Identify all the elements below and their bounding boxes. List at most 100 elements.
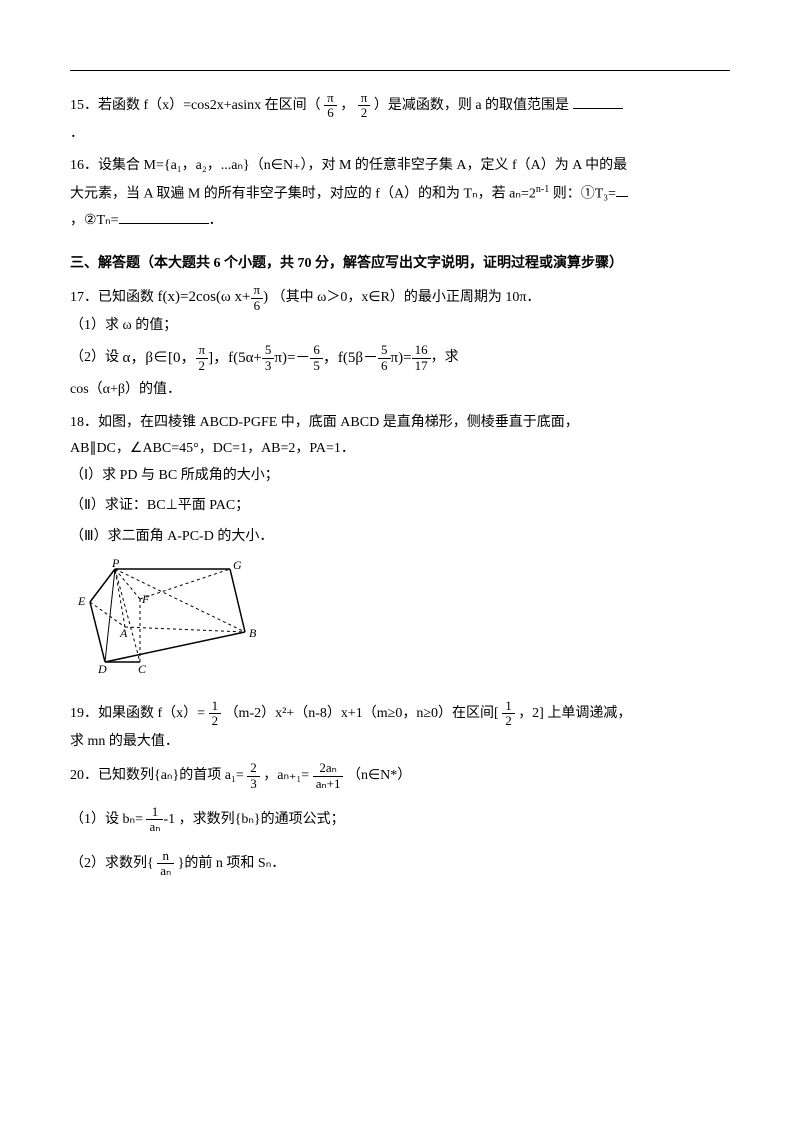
q17-l3b: ]，f(5α+ [208, 344, 262, 373]
q18-l4: （Ⅱ）求证：BC⊥平面 PAC； [70, 493, 730, 520]
frac-num: π [358, 91, 371, 105]
frac-num: 2 [247, 761, 260, 775]
frac-den: aₙ [157, 863, 174, 878]
q17-part2: （2）设 α，β∈[0，π2]，f(5α+53π)=－65，f(5β－56π)=… [70, 343, 730, 373]
frac-12: 12 [209, 699, 222, 729]
q17-part1: （1）求 ω 的值； [70, 313, 730, 340]
q16-l3a: ，②Tₙ= [70, 213, 119, 228]
frac-den: 6 [378, 358, 391, 373]
frac-num: π [251, 283, 264, 297]
func-end: ) [263, 289, 268, 305]
q17-line4: cos（α+β）的值． [70, 377, 730, 404]
label-F: F [141, 592, 150, 606]
frac-23: 23 [247, 761, 260, 791]
q20-s2b: }的前 n 项和 Sₙ． [178, 856, 286, 871]
blank [616, 182, 628, 197]
q15-text-b: ）是减函数，则 a 的取值范围是 [374, 98, 569, 113]
q17-l1b: （其中 ω＞0，x∈R）的最小正周期为 10π． [272, 290, 541, 305]
q17-line1: 17．已知函数 f(x)=2cos(ω x+π6) （其中 ω＞0，x∈R）的最… [70, 283, 730, 313]
frac-num: 5 [378, 343, 391, 357]
q17-l3c: π)=－ [274, 344, 310, 373]
frac-num: 6 [310, 343, 323, 357]
prism-svg: P G E F A B D C [70, 557, 260, 677]
blank [119, 209, 209, 224]
label-B: B [249, 626, 257, 640]
q19-c: ，2] 上单调递减， [518, 706, 631, 721]
q16-line2: 大元素，当 A 取遍 M 的所有非空子集时，对应的 f（A）的和为 Tₙ，若 a… [70, 180, 730, 208]
frac-den: 3 [262, 358, 275, 373]
frac-2an: 2aₙaₙ+1 [313, 761, 344, 791]
frac-num: 1 [146, 805, 163, 819]
q15-frac2: π 2 [358, 91, 371, 121]
frac-den: 6 [251, 298, 264, 313]
q19-line1: 19．如果函数 f（x）= 12 （m-2）x²+（n-8）x+1（m≥0，n≥… [70, 699, 730, 729]
q16-line1: 16．设集合 M={a₁，a₂，...aₙ}（n∈N₊），对 M 的任意非空子集… [70, 153, 730, 180]
q17-l3f: ，求 [431, 350, 459, 365]
frac-1an: 1aₙ [146, 805, 163, 835]
frac-num: 16 [412, 343, 431, 357]
frac-num: π [196, 343, 209, 357]
prism-diagram: P G E F A B D C [70, 557, 730, 688]
label-E: E [77, 594, 86, 608]
frac-num: 1 [209, 699, 222, 713]
question-18: 18．如图，在四棱锥 ABCD-PGFE 中，底面 ABCD 是直角梯形，侧棱垂… [70, 410, 730, 688]
frac-pi2: π2 [196, 343, 209, 373]
q18-l2: AB∥DC，∠ABC=45°，DC=1，AB=2，PA=1． [70, 436, 730, 463]
page: 15．若函数 f（x）=cos2x+asinx 在区间（ π 6 ， π 2 ）… [0, 0, 800, 1132]
q20-s1a: （1）设 bₙ= [70, 812, 143, 827]
frac-den: 5 [310, 358, 323, 373]
q15-frac1: π 6 [324, 91, 337, 121]
blank [573, 94, 623, 109]
frac-den: 2 [196, 358, 209, 373]
label-C: C [138, 662, 147, 676]
frac-num: 5 [262, 343, 275, 357]
question-19: 19．如果函数 f（x）= 12 （m-2）x²+（n-8）x+1（m≥0，n≥… [70, 699, 730, 755]
q20-a: 20．已知数列{aₙ}的首项 a₁= [70, 768, 244, 783]
q17-l3a: （2）设 [70, 350, 119, 365]
q18-l5: （Ⅲ）求二面角 A-PC-D 的大小． [70, 524, 730, 551]
label-P: P [111, 557, 120, 570]
q20-s2a: （2）求数列{ [70, 856, 154, 871]
frac-num: 2aₙ [313, 761, 344, 775]
frac-num: π [324, 91, 337, 105]
q20-b: ，aₙ₊₁= [263, 768, 309, 783]
q18-l1: 18．如图，在四棱锥 ABCD-PGFE 中，底面 ABCD 是直角梯形，侧棱垂… [70, 410, 730, 437]
frac-num: n [157, 849, 174, 863]
q20-s1mid: -1 [163, 812, 175, 827]
frac-den: 2 [502, 713, 515, 728]
question-17: 17．已知函数 f(x)=2cos(ω x+π6) （其中 ω＞0，x∈R）的最… [70, 283, 730, 403]
question-20: 20．已知数列{aₙ}的首项 a₁= 23 ，aₙ₊₁= 2aₙaₙ+1 （n∈… [70, 761, 730, 878]
frac-den: 2 [209, 713, 222, 728]
q20-part1: （1）设 bₙ= 1aₙ-1 ，求数列{bₙ}的通项公式； [70, 805, 730, 835]
q17-l1a: 17．已知函数 [70, 290, 154, 305]
frac-den: 2 [358, 105, 371, 120]
label-D: D [97, 662, 107, 676]
q16-l3b: ． [209, 213, 223, 228]
q16-l2a: 大元素，当 A 取遍 M 的所有非空子集时，对应的 f（A）的和为 Tₙ，若 a… [70, 186, 536, 201]
frac-den: 6 [324, 105, 337, 120]
question-16: 16．设集合 M={a₁，a₂，...aₙ}（n∈N₊），对 M 的任意非空子集… [70, 153, 730, 234]
q19-d: 求 mn 的最大值． [70, 729, 730, 756]
q20-c: （n∈N*） [347, 768, 411, 783]
q16-exp: n-1 [536, 184, 549, 195]
frac-den: 17 [412, 358, 431, 373]
q20-s1b: ，求数列{bₙ}的通项公式； [179, 812, 345, 827]
frac-num: 1 [502, 699, 515, 713]
question-15: 15．若函数 f（x）=cos2x+asinx 在区间（ π 6 ， π 2 ）… [70, 91, 730, 147]
q20-part2: （2）求数列{ naₙ }的前 n 项和 Sₙ． [70, 849, 730, 879]
q18-l3: （Ⅰ）求 PD 与 BC 所成角的大小； [70, 463, 730, 490]
q17-l3e: π)= [391, 344, 412, 373]
q19-b: （m-2）x²+（n-8）x+1（m≥0，n≥0）在区间[ [225, 706, 499, 721]
q16-l2b: 则：①T₃= [549, 186, 616, 201]
q19-a: 19．如果函数 f（x）= [70, 706, 205, 721]
frac-53: 53 [262, 343, 275, 373]
label-A: A [119, 626, 128, 640]
q17-l3d: ，f(5β－ [323, 344, 378, 373]
frac-12b: 12 [502, 699, 515, 729]
top-rule [70, 70, 730, 71]
label-G: G [233, 558, 242, 572]
q20-line1: 20．已知数列{aₙ}的首项 a₁= 23 ，aₙ₊₁= 2aₙaₙ+1 （n∈… [70, 761, 730, 791]
frac-den: aₙ [146, 819, 163, 834]
q17-func-frac: π6 [251, 283, 264, 313]
q15-text-a: 15．若函数 f（x）=cos2x+asinx 在区间（ [70, 98, 321, 113]
